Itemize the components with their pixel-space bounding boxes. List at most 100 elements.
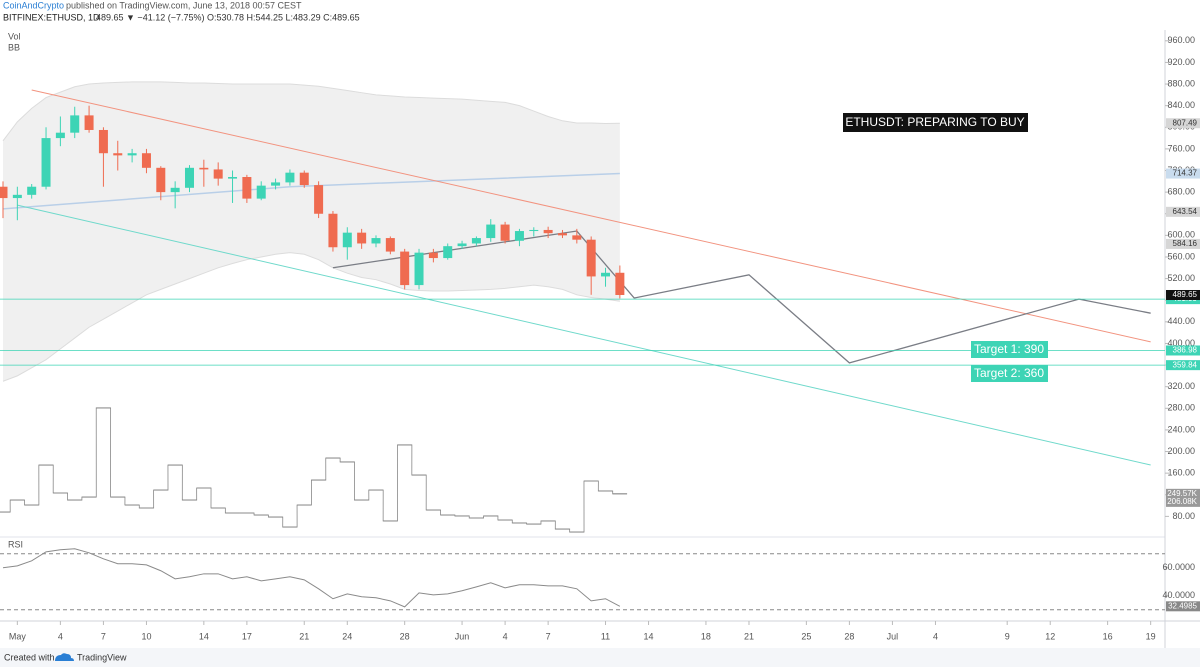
candle-body (328, 213, 338, 248)
candle-body (486, 224, 496, 239)
trendline (17, 204, 1151, 466)
price-badge-label: 359.84 (1173, 360, 1198, 369)
rsi-tick-label: 40.0000 (1162, 590, 1195, 600)
x-tick-label: 17 (242, 631, 252, 641)
x-tick-label: 14 (199, 631, 209, 641)
candle-body (127, 153, 137, 156)
brand-icon (55, 653, 74, 661)
volume-badge-label: 206.08K (1167, 497, 1197, 506)
x-tick-label: 4 (58, 631, 63, 641)
x-tick-label: Jul (887, 631, 899, 641)
candle-body (615, 272, 625, 295)
target2-box (971, 365, 1048, 382)
published: published on TradingView.com, June 13, 2… (66, 0, 302, 10)
price-badge-label: 584.16 (1173, 239, 1198, 248)
y-tick-label: 160.00 (1167, 468, 1195, 478)
last-price-label: 489.65 (1173, 290, 1198, 299)
candle-body (428, 252, 438, 259)
x-tick-label: 16 (1103, 631, 1113, 641)
price-badge (1166, 345, 1200, 356)
target2: Target 2: 360 (974, 366, 1044, 380)
target1-box (971, 341, 1048, 358)
x-tick-label: 11 (601, 631, 610, 641)
price-badge-label: 643.54 (1173, 207, 1198, 216)
candle-body (314, 185, 324, 214)
candle-body (184, 167, 194, 188)
y-tick-label: 600.00 (1167, 230, 1195, 240)
candle-body (199, 167, 209, 170)
x-tick-label: 19 (1146, 631, 1156, 641)
y-tick-label: 760.00 (1167, 143, 1195, 153)
candle-body (601, 272, 611, 277)
y-tick-label: 560.00 (1167, 251, 1195, 261)
candle-body (443, 246, 453, 259)
candle-body (385, 238, 395, 252)
candle-body (41, 138, 51, 187)
y-tick-label: 520.00 (1167, 273, 1195, 283)
y-tick-label: 880.00 (1167, 78, 1195, 88)
moving-average (2, 172, 620, 210)
x-tick-label: 7 (546, 631, 551, 641)
candle-body (586, 239, 596, 277)
candle-body (471, 238, 481, 244)
volume-badge (1166, 496, 1200, 507)
price-badge (1166, 118, 1200, 129)
bb-lower (2, 252, 620, 382)
candle-body (70, 115, 80, 133)
candle-body (12, 194, 22, 199)
candle-body (371, 238, 381, 244)
bb-fill (3, 81, 620, 382)
candle-body (84, 115, 94, 130)
target1: Target 1: 390 (974, 342, 1044, 356)
candle-body (414, 252, 424, 286)
candle-body (543, 229, 553, 234)
x-tick-label: 28 (844, 631, 854, 641)
x-tick-label: May (9, 631, 27, 641)
x-tick-label: 24 (342, 631, 352, 641)
footer-bar (0, 648, 1200, 667)
volume-connector (0, 407, 628, 533)
candle-body (285, 172, 295, 183)
candle-body (156, 167, 166, 193)
trendline (31, 89, 1151, 343)
candle-body (55, 132, 65, 139)
y-tick-label: 400.00 (1167, 338, 1195, 348)
y-tick-label: 840.00 (1167, 100, 1195, 110)
y-tick-label: 240.00 (1167, 424, 1195, 434)
candle-body (400, 251, 410, 286)
headline: ETHUSDT: PREPARING TO BUY (845, 115, 1024, 129)
candle-body (457, 243, 467, 247)
rsi-label: RSI (8, 539, 23, 549)
symbol: BITFINEX:ETHUSD, 1D (3, 12, 100, 22)
candle-body (256, 185, 266, 199)
x-tick-label: 14 (644, 631, 654, 641)
y-tick-label: 920.00 (1167, 57, 1195, 67)
y-tick-label: 680.00 (1167, 187, 1195, 197)
y-tick-label: 280.00 (1167, 403, 1195, 413)
candle-body (141, 153, 151, 168)
x-tick-label: 7 (101, 631, 106, 641)
vol-label: Vol (8, 31, 21, 41)
x-tick-label: 18 (701, 631, 711, 641)
candle-body (170, 187, 180, 193)
y-tick-label: 320.00 (1167, 381, 1195, 391)
rsi-badge (1166, 601, 1200, 612)
x-tick-label: 10 (141, 631, 151, 641)
candle-body (357, 232, 367, 244)
price-badge (1166, 168, 1200, 179)
candle-body (557, 233, 567, 236)
bb-label: BB (8, 42, 20, 52)
candle-body (500, 224, 510, 241)
candle-body (529, 229, 539, 232)
x-tick-label: 25 (801, 631, 811, 641)
x-tick-label: 4 (933, 631, 938, 641)
author: CoinAndCrypto (3, 0, 64, 10)
candle-body (299, 172, 309, 186)
price-badge (1166, 238, 1200, 249)
footer-created: Created with (4, 652, 55, 662)
price-badge-label: 714.37 (1173, 169, 1198, 178)
y-tick-label: 200.00 (1167, 446, 1195, 456)
x-tick-label: 21 (299, 631, 309, 641)
price-badge-label: 807.49 (1173, 118, 1198, 127)
